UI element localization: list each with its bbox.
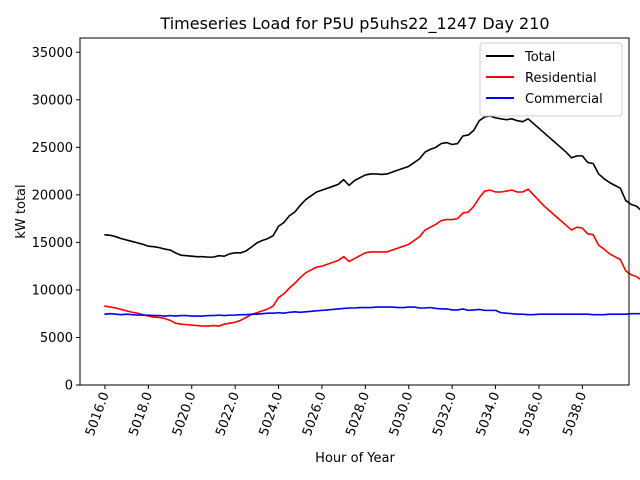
series-line-commercial: [104, 306, 640, 317]
y-tick-label-0: 0: [65, 379, 73, 394]
y-tick-label-5: 25000: [32, 141, 73, 156]
legend-box: [479, 42, 623, 117]
x-axis-label: Hour of Year: [315, 451, 395, 466]
y-axis: 0 5000 10000 15000 20000 25000 30000 35000: [32, 46, 80, 394]
legend-label-total: Total: [524, 50, 555, 65]
chart-title: Timeseries Load for P5U p5uhs22_1247 Day…: [159, 14, 549, 34]
y-axis-label: kW total: [14, 184, 29, 238]
y-tick-label-2: 10000: [32, 283, 73, 298]
series-line-total: [104, 115, 640, 258]
plot-frame: [79, 37, 630, 386]
series-line-residential: [104, 188, 640, 327]
legend-label-commercial: Commercial: [525, 92, 603, 107]
series-group: [104, 115, 640, 327]
y-tick-label-7: 35000: [32, 46, 73, 61]
y-tick-label-3: 15000: [32, 236, 73, 251]
legend: Total Residential Commercial: [479, 42, 623, 117]
y-tick-label-6: 30000: [32, 93, 73, 108]
y-tick-label-4: 20000: [32, 188, 73, 203]
legend-label-residential: Residential: [525, 71, 597, 86]
y-tick-label-1: 5000: [40, 331, 73, 346]
